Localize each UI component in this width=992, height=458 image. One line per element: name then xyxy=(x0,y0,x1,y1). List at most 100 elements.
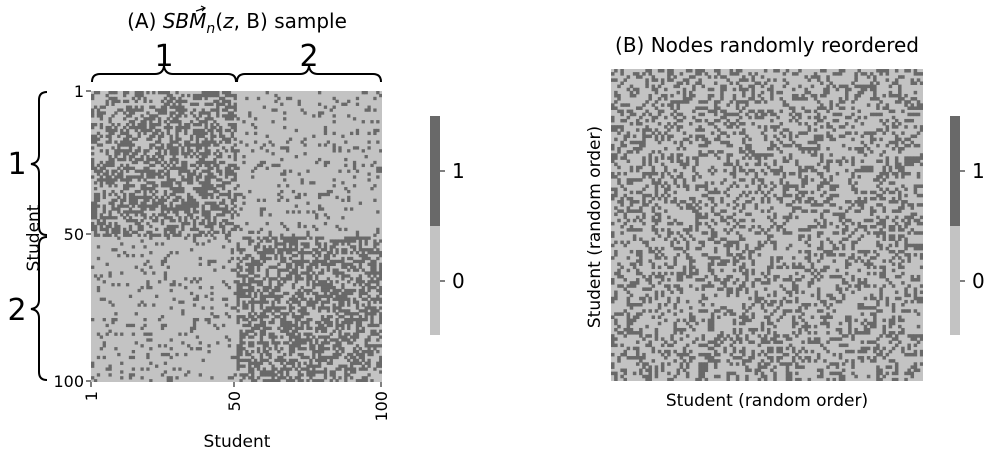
heatmap-cell xyxy=(748,228,752,232)
heatmap-cell xyxy=(344,157,348,162)
heatmap-cell xyxy=(907,69,911,73)
heatmap-cell xyxy=(723,237,727,241)
heatmap-cell xyxy=(233,355,237,360)
heatmap-cell xyxy=(230,93,234,98)
heatmap-cell xyxy=(178,108,182,112)
heatmap-cell xyxy=(280,347,284,351)
heatmap-cell xyxy=(283,312,287,316)
heatmap-cell xyxy=(763,162,768,167)
heatmap-cell xyxy=(91,137,95,141)
heatmap-cell xyxy=(891,131,896,135)
heatmap-cell xyxy=(236,184,240,188)
heatmap-cell xyxy=(204,96,208,101)
heatmap-cell xyxy=(692,156,696,160)
heatmap-cell xyxy=(181,189,185,194)
heatmap-cell xyxy=(754,153,759,157)
heatmap-cell xyxy=(195,216,200,220)
heatmap-cell xyxy=(294,242,299,246)
heatmap-cell xyxy=(274,315,278,319)
heatmap-cell xyxy=(701,100,705,104)
heatmap-cell xyxy=(617,181,621,185)
heatmap-cell xyxy=(175,204,179,208)
heatmap-cell xyxy=(820,118,824,123)
heatmap-cell xyxy=(826,131,830,135)
heatmap-cell xyxy=(757,162,762,167)
heatmap-cell xyxy=(894,162,899,167)
heatmap-cell xyxy=(798,196,802,201)
heatmap-cell xyxy=(873,249,877,254)
heatmap-cell xyxy=(134,149,138,153)
heatmap-cell xyxy=(332,291,336,296)
heatmap-cell xyxy=(873,231,877,235)
heatmap-cell xyxy=(283,224,287,229)
heatmap-cell xyxy=(635,268,640,273)
heatmap-cell xyxy=(227,169,232,173)
heatmap-cell xyxy=(860,134,865,139)
heatmap-cell xyxy=(201,131,205,136)
heatmap-cell xyxy=(726,187,730,192)
heatmap-cell xyxy=(841,100,846,104)
heatmap-cell xyxy=(323,341,328,345)
heatmap-cell xyxy=(754,190,759,195)
heatmap-cell xyxy=(841,84,846,89)
heatmap-cell xyxy=(303,306,307,310)
heatmap-cell xyxy=(757,125,762,129)
heatmap-cell xyxy=(757,153,762,157)
heatmap-cell xyxy=(140,268,144,272)
heatmap-cell xyxy=(617,131,621,135)
heatmap-cell xyxy=(291,233,296,237)
heatmap-cell xyxy=(163,256,168,261)
heatmap-cell xyxy=(248,370,252,374)
heatmap-cell xyxy=(888,84,893,89)
heatmap-cell xyxy=(323,143,328,147)
heatmap-cell xyxy=(757,231,762,235)
heatmap-cell xyxy=(294,317,299,322)
heatmap-cell xyxy=(120,178,124,182)
heatmap-cell xyxy=(891,225,896,229)
heatmap-cell xyxy=(329,259,333,264)
heatmap-cell xyxy=(888,237,893,241)
heatmap-cell xyxy=(280,317,284,322)
heatmap-cell xyxy=(207,114,211,118)
heatmap-cell xyxy=(172,283,176,287)
heatmap-cell xyxy=(297,361,301,365)
heatmap-cell xyxy=(751,178,755,182)
heatmap-cell xyxy=(157,160,162,165)
heatmap-cell xyxy=(323,329,328,333)
heatmap-cell xyxy=(224,219,229,223)
heatmap-cell xyxy=(125,108,130,112)
heatmap-cell xyxy=(256,274,261,278)
heatmap-cell xyxy=(192,210,197,214)
heatmap-cell xyxy=(312,373,316,377)
heatmap-cell xyxy=(813,153,818,157)
heatmap-cell xyxy=(184,99,188,104)
heatmap-cell xyxy=(645,134,649,139)
heatmap-cell xyxy=(654,184,659,188)
heatmap-cell xyxy=(123,117,127,121)
heatmap-cell xyxy=(682,228,687,232)
heatmap-cell xyxy=(248,268,252,272)
heatmap-cell xyxy=(134,201,138,205)
heatmap-cell xyxy=(195,93,200,98)
heatmap-cell xyxy=(352,283,357,287)
heatmap-cell xyxy=(879,128,883,132)
heatmap-cell xyxy=(227,137,232,141)
heatmap-cell xyxy=(361,163,365,168)
heatmap-cell xyxy=(309,326,313,331)
heatmap-cell xyxy=(873,131,877,135)
heatmap-cell xyxy=(192,93,197,98)
heatmap-cell xyxy=(192,297,197,301)
heatmap-cell xyxy=(117,149,121,153)
heatmap-cell xyxy=(651,178,656,182)
heatmap-cell xyxy=(726,153,730,157)
heatmap-cell xyxy=(259,315,264,319)
heatmap-cell xyxy=(704,193,709,198)
heatmap-cell xyxy=(309,332,313,336)
heatmap-cell xyxy=(667,187,671,192)
heatmap-cell xyxy=(894,78,899,82)
heatmap-cell xyxy=(306,335,310,339)
heatmap-cell xyxy=(698,246,702,251)
heatmap-cell xyxy=(277,285,281,290)
heatmap-cell xyxy=(667,184,671,188)
heatmap-cell xyxy=(763,100,768,104)
